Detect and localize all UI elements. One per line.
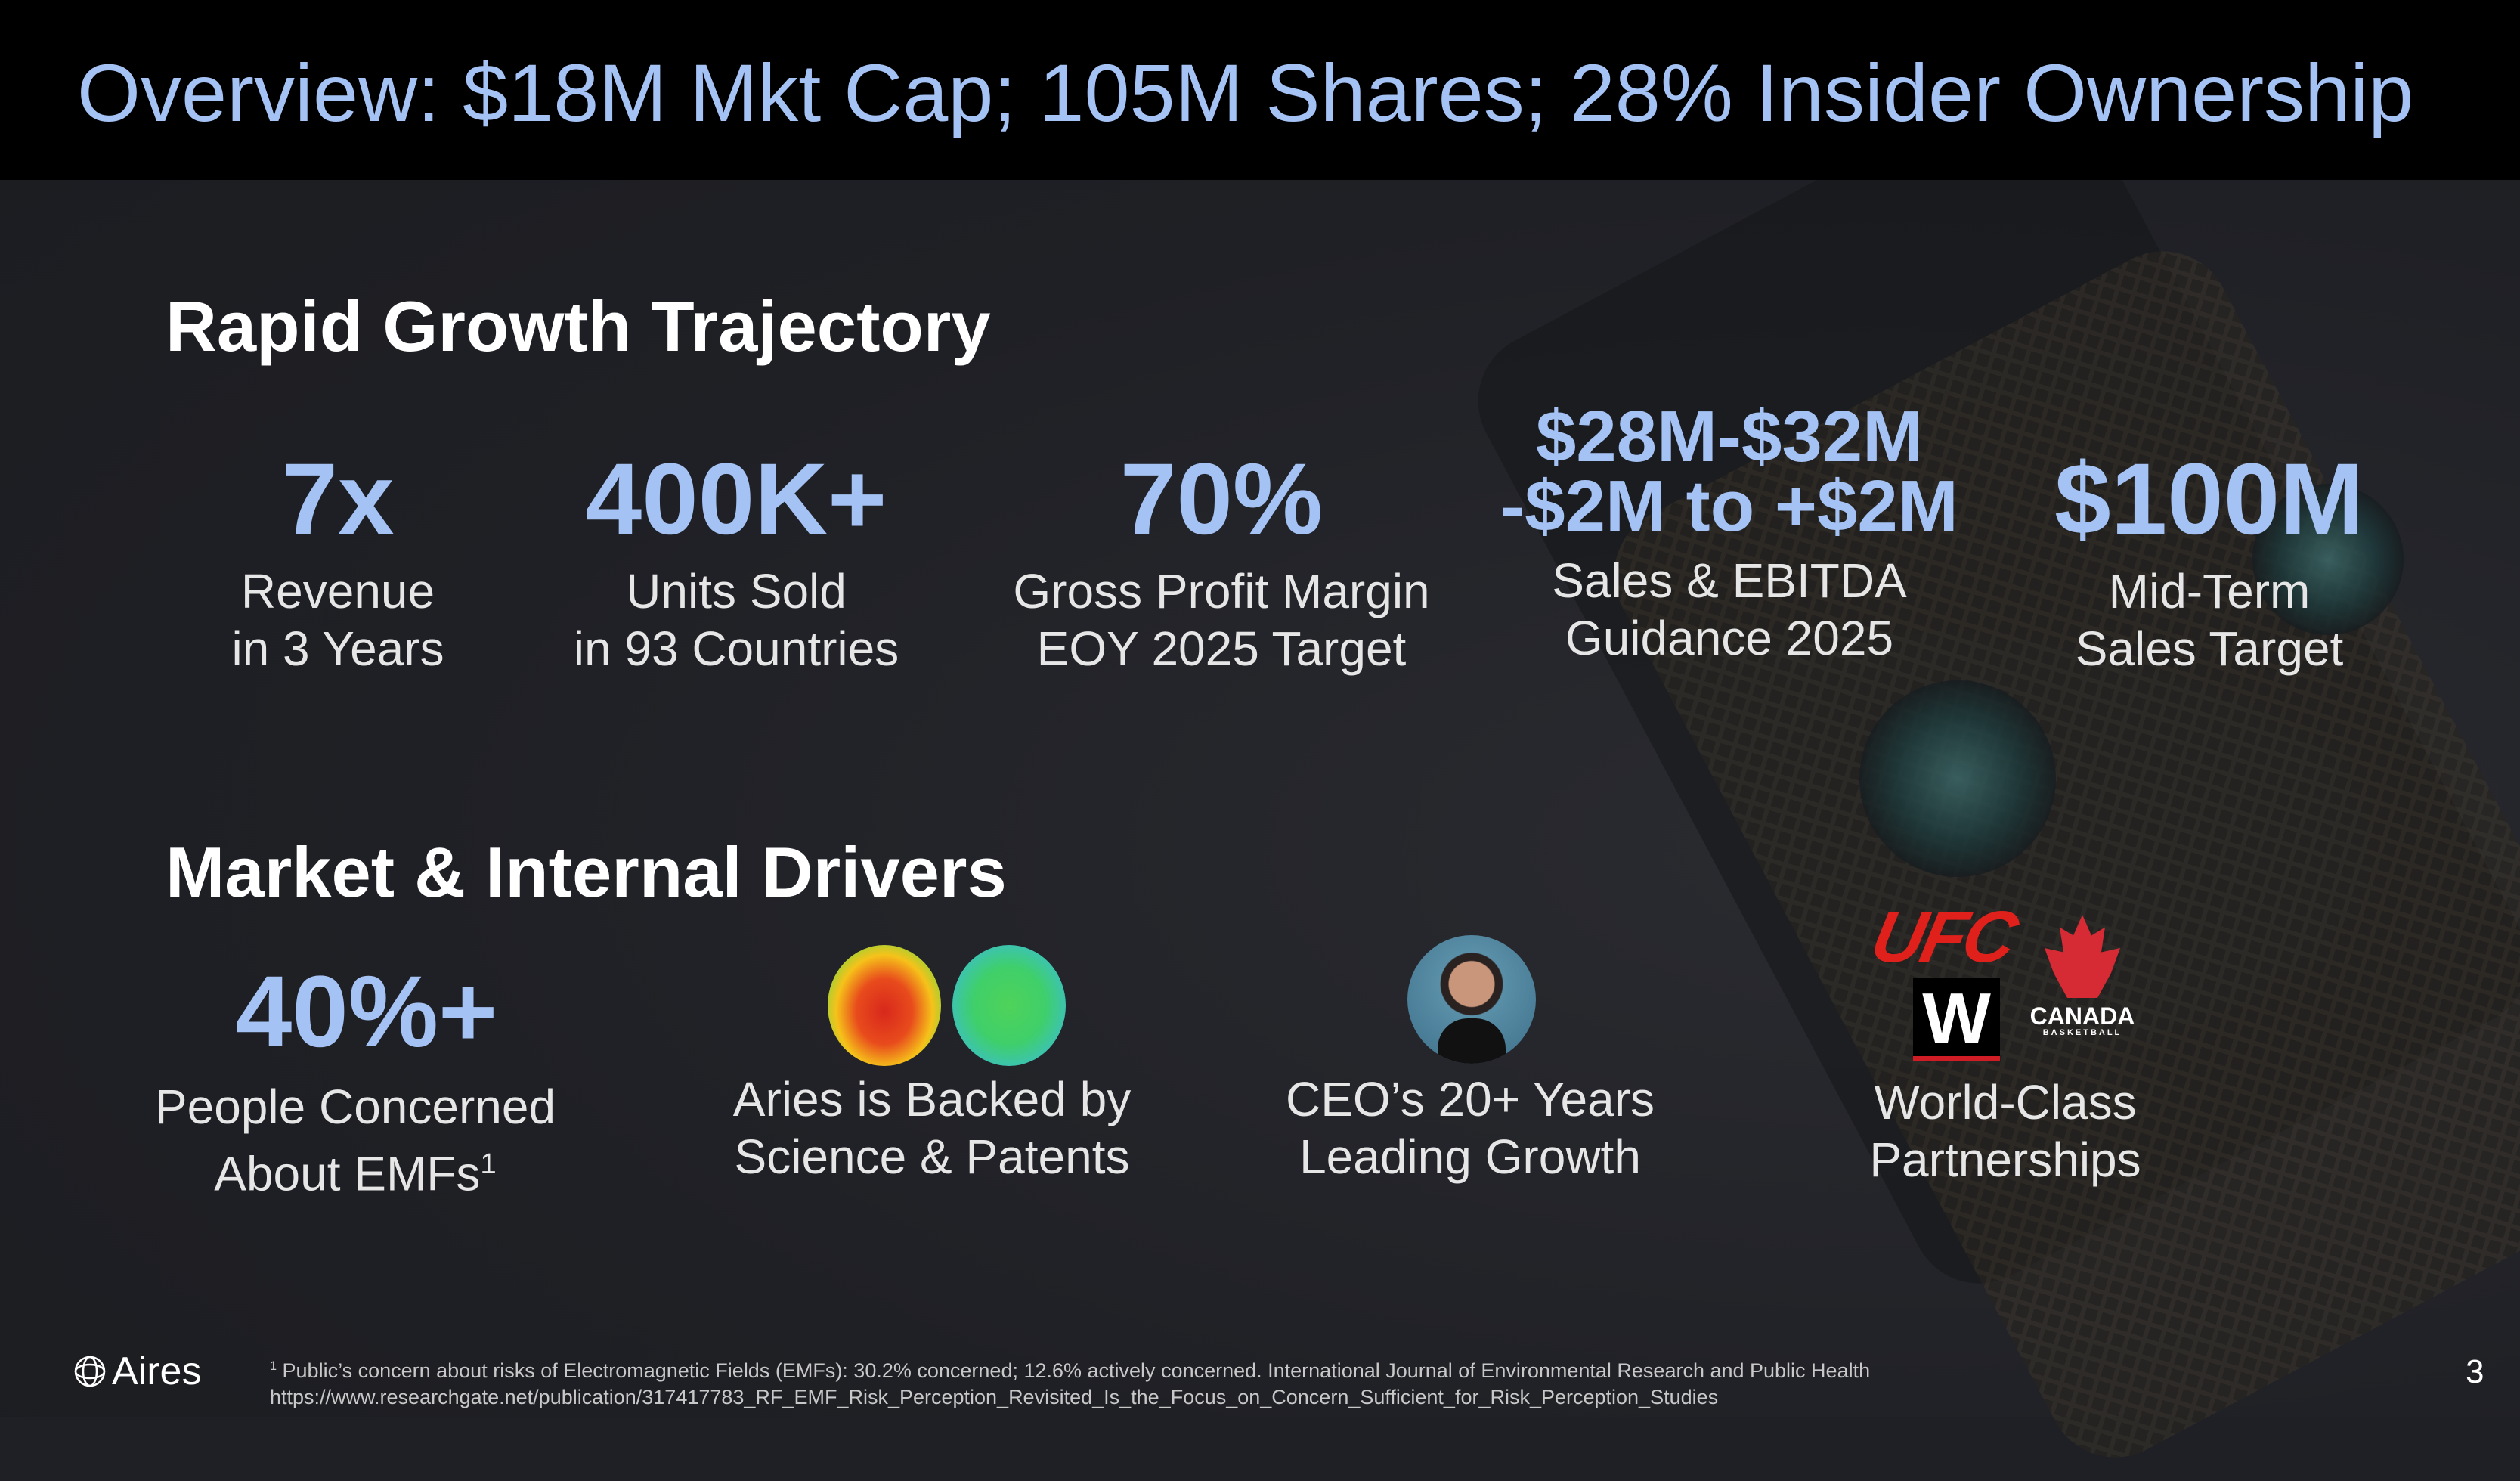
ufc-logo: UFC: [1864, 897, 2022, 978]
ceo-photo: [1407, 935, 1536, 1064]
page-number: 3: [2466, 1353, 2484, 1390]
footnote-ref: 1: [480, 1148, 497, 1180]
driver-science: Aries is Backed by Science & Patents: [733, 1070, 1131, 1185]
driver-label-text: About EMFs: [214, 1146, 481, 1201]
stat-value: 7x: [281, 443, 395, 556]
stat-label: in 93 Countries: [573, 621, 899, 676]
stat-label: Guidance 2025: [1565, 611, 1894, 665]
stat-label: Mid-Term: [2108, 564, 2311, 618]
section-heading-growth: Rapid Growth Trajectory: [166, 287, 991, 366]
driver-label: Leading Growth: [1299, 1129, 1641, 1184]
driver-partnerships: World-Class Partnerships: [1869, 1074, 2141, 1188]
canada-basketball-logo: CANADA BASKETBALL: [2028, 1004, 2137, 1037]
footnote-mark: 1: [270, 1359, 277, 1373]
driver-label: CEO’s 20+ Years: [1285, 1072, 1655, 1126]
page-title: Overview: $18M Mkt Cap; 105M Shares; 28%…: [77, 47, 2414, 138]
driver-label: Aries is Backed by: [732, 1072, 1132, 1126]
driver-label: Partnerships: [1869, 1132, 2141, 1187]
stat-label: in 3 Years: [231, 621, 444, 676]
phone-camera-lens: [1859, 680, 2056, 877]
footnote-url[interactable]: https://www.researchgate.net/publication…: [270, 1386, 1719, 1408]
stat-label: EOY 2025 Target: [1036, 621, 1407, 676]
wwe-logo: W: [1913, 978, 2000, 1061]
stat-label: Revenue: [240, 564, 435, 618]
stat-target: $100M Mid-Term Sales Target: [2054, 449, 2364, 677]
stat-label: Sales & EBITDA: [1552, 553, 1907, 608]
stat-value: 70%: [1119, 443, 1323, 556]
driver-label: World-Class: [1874, 1075, 2137, 1129]
driver-label: Science & Patents: [734, 1129, 1130, 1184]
aires-logo-icon: [74, 1356, 106, 1387]
stat-label: Units Sold: [626, 564, 847, 618]
stat-label: Gross Profit Margin: [1013, 564, 1430, 618]
stat-revenue: 7x Revenue in 3 Years: [231, 449, 444, 677]
title-bar: Overview: $18M Mkt Cap; 105M Shares; 28%…: [0, 0, 2520, 180]
stat-label: Sales Target: [2075, 621, 2344, 676]
stat-guidance: $28M-$32M -$2M to +$2M Sales & EBITDA Gu…: [1500, 396, 1958, 667]
brain-scan-image: [952, 945, 1066, 1066]
brain-scan-image: [828, 945, 941, 1066]
stat-margin: 70% Gross Profit Margin EOY 2025 Target: [1013, 449, 1429, 677]
driver-emf: 40%+ People Concerned About EMFs1: [155, 962, 556, 1202]
driver-ceo: CEO’s 20+ Years Leading Growth: [1286, 1070, 1655, 1185]
driver-label: People Concerned: [154, 1080, 556, 1134]
footnote: 1 Public’s concern about risks of Electr…: [270, 1353, 1870, 1411]
aires-logo: Aires: [73, 1349, 201, 1394]
footnote-text: Public’s concern about risks of Electrom…: [282, 1359, 1871, 1382]
aires-logo-text: Aires: [112, 1349, 202, 1393]
stat-value: 400K+: [585, 443, 887, 556]
stat-value-secondary: -$2M to +$2M: [1500, 466, 1958, 547]
canada-logo-subtext: BASKETBALL: [2042, 1028, 2122, 1037]
stat-value: $28M-$32M: [1535, 396, 1924, 477]
section-heading-drivers: Market & Internal Drivers: [166, 832, 1007, 912]
driver-label: About EMFs1: [155, 1136, 556, 1202]
canada-logo-text: CANADA: [2029, 1002, 2135, 1030]
stat-value: $100M: [2054, 443, 2364, 556]
driver-value: 40%+: [235, 956, 498, 1068]
stat-units: 400K+ Units Sold in 93 Countries: [574, 449, 899, 677]
phone-camera-lens: [2252, 484, 2404, 635]
